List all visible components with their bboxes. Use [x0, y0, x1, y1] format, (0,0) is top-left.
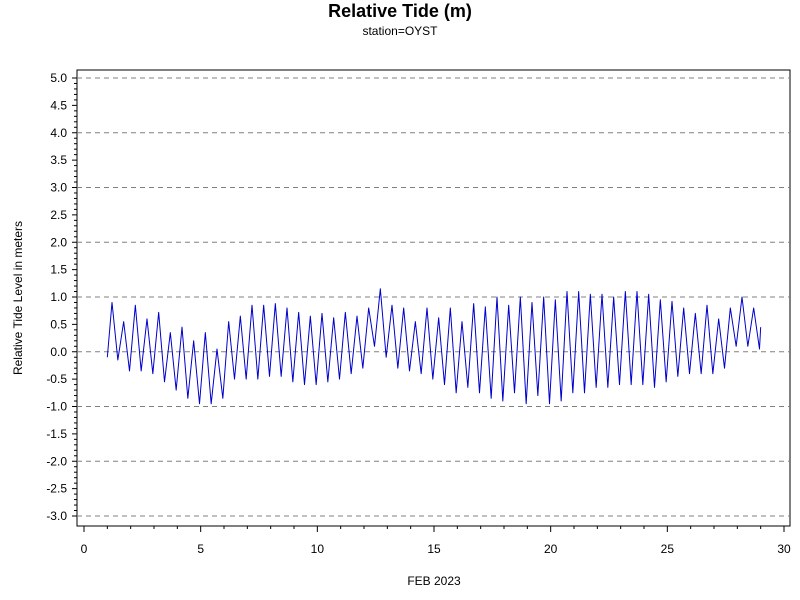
y-tick-label: 1.5 — [50, 263, 67, 277]
y-axis-label: Relative Tide Level in meters — [11, 221, 25, 375]
x-tick-label: 15 — [427, 542, 441, 556]
y-tick-label: 5.0 — [50, 71, 67, 85]
y-tick-label: -3.0 — [46, 509, 67, 523]
y-tick-label: 0.5 — [50, 317, 67, 331]
x-tick-label: 10 — [311, 542, 325, 556]
y-tick-label: 3.5 — [50, 153, 67, 167]
x-axis: 0 5 10 15 20 25 30 — [81, 526, 791, 556]
x-tick-label: 20 — [544, 542, 558, 556]
y-tick-label: 3.0 — [50, 181, 67, 195]
x-axis-label: FEB 2023 — [407, 574, 461, 588]
y-tick-label: -1.5 — [46, 427, 67, 441]
y-tick-label: -1.0 — [46, 400, 67, 414]
x-tick-label: 30 — [777, 542, 791, 556]
y-axis: 5.0 4.5 4.0 3.5 3.0 2.5 2.0 1.5 1.0 0.5 0.0 -0.5 -1.… — [46, 71, 77, 523]
y-tick-label: -0.5 — [46, 372, 67, 386]
chart-title: Relative Tide (m) — [328, 1, 472, 21]
y-tick-label: 2.5 — [50, 208, 67, 222]
y-tick-label: 0.0 — [50, 345, 67, 359]
x-tick-label: 25 — [661, 542, 675, 556]
series-group — [106, 288, 762, 405]
y-tick-label: -2.0 — [46, 454, 67, 468]
y-tick-label: 1.0 — [50, 290, 67, 304]
y-tick-label: 4.0 — [50, 126, 67, 140]
grid-lines — [77, 77, 790, 517]
plot-area — [76, 69, 791, 527]
x-tick-label: 5 — [197, 542, 204, 556]
chart-subtitle: station=OYST — [362, 24, 438, 38]
series-line — [106, 288, 762, 405]
x-tick-label: 0 — [81, 542, 88, 556]
y-tick-label: -2.5 — [46, 482, 67, 496]
y-tick-label: 4.5 — [50, 98, 67, 112]
y-tick-label: 2.0 — [50, 235, 67, 249]
